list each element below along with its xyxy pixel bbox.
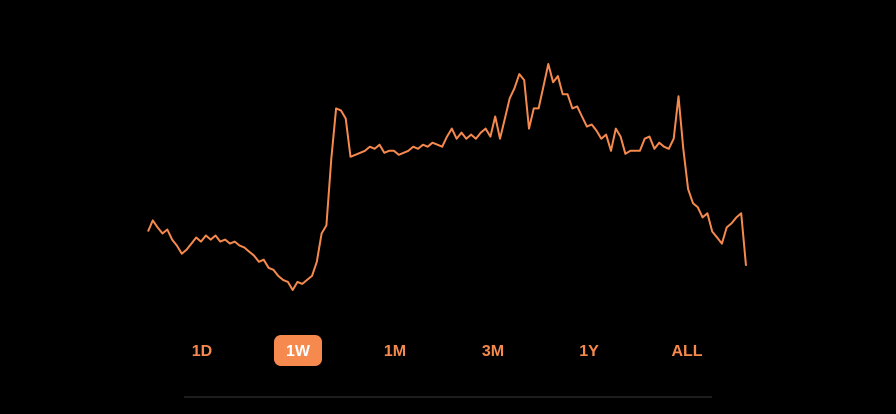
range-button[interactable]: ALL	[671, 343, 702, 360]
price-line	[147, 63, 747, 291]
range-button[interactable]: 1Y	[579, 343, 599, 360]
range-button[interactable]: 3M	[482, 343, 504, 360]
range-selected-pill[interactable]	[274, 335, 322, 366]
range-button[interactable]: 1W	[286, 343, 311, 360]
range-button[interactable]: 1D	[192, 343, 212, 360]
range-button[interactable]: 1M	[384, 343, 406, 360]
